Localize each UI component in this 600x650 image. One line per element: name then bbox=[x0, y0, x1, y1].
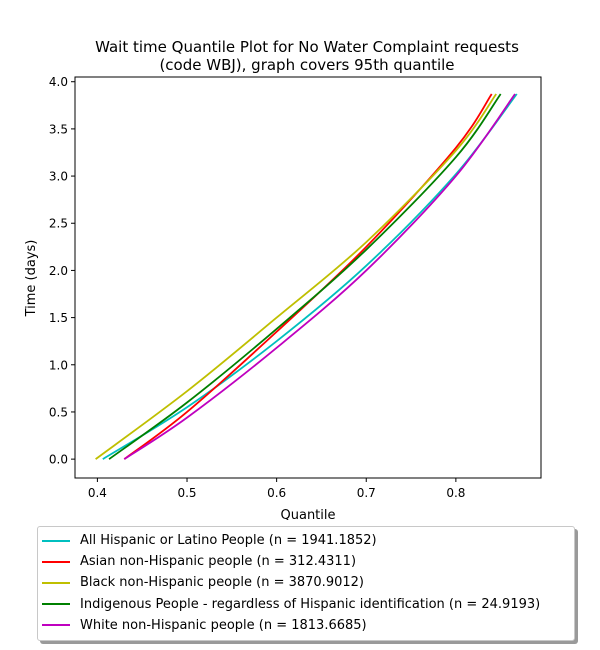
legend-swatch bbox=[42, 624, 70, 627]
series-line-2 bbox=[123, 93, 493, 460]
series-line-4 bbox=[108, 93, 502, 460]
series-line-3 bbox=[95, 93, 497, 460]
series-layer bbox=[95, 93, 518, 460]
chart-title-line-1: Wait time Quantile Plot for No Water Com… bbox=[95, 38, 519, 56]
y-tick-label: 2.0 bbox=[49, 264, 68, 278]
y-tick-label: 0.0 bbox=[49, 453, 68, 467]
y-tick-label: 1.0 bbox=[49, 358, 68, 372]
y-axis-label: Time (days) bbox=[24, 240, 39, 318]
legend-label: White non-Hispanic people (n = 1813.6685… bbox=[80, 617, 367, 633]
x-tick-label: 0.5 bbox=[177, 486, 196, 500]
x-axis-ticks: 0.4 0.5 0.6 0.7 0.8 bbox=[88, 478, 465, 500]
series-line-5 bbox=[123, 93, 516, 460]
chart-title-line-2: (code WBJ), graph covers 95th quantile bbox=[159, 56, 454, 74]
legend-item: White non-Hispanic people (n = 1813.6685… bbox=[38, 615, 574, 636]
x-tick-label: 0.8 bbox=[446, 486, 465, 500]
x-tick-label: 0.4 bbox=[88, 486, 107, 500]
legend-label: Asian non-Hispanic people (n = 312.4311) bbox=[80, 554, 357, 570]
legend-swatch bbox=[42, 603, 70, 606]
x-tick-label: 0.6 bbox=[267, 486, 286, 500]
legend-label: Indigenous People - regardless of Hispan… bbox=[80, 596, 541, 612]
legend-item: Indigenous People - regardless of Hispan… bbox=[38, 594, 574, 615]
y-tick-label: 2.5 bbox=[49, 217, 68, 231]
legend-item: Asian non-Hispanic people (n = 312.4311) bbox=[38, 551, 574, 572]
y-tick-label: 4.0 bbox=[49, 75, 68, 89]
y-tick-label: 3.5 bbox=[49, 122, 68, 136]
plot-frame bbox=[74, 76, 542, 479]
y-tick-label: 0.5 bbox=[49, 405, 68, 419]
y-tick-label: 3.0 bbox=[49, 170, 68, 184]
legend-swatch bbox=[42, 560, 70, 563]
legend-label: All Hispanic or Latino People (n = 1941.… bbox=[80, 533, 377, 549]
y-tick-label: 1.5 bbox=[49, 311, 68, 325]
legend-swatch bbox=[42, 539, 70, 542]
legend-item: All Hispanic or Latino People (n = 1941.… bbox=[38, 530, 574, 551]
legend-swatch bbox=[42, 581, 70, 584]
y-axis-ticks: 0.0 0.5 1.0 1.5 2.0 2.5 3.0 3.5 4.0 bbox=[49, 75, 75, 467]
legend-item: Black non-Hispanic people (n = 3870.9012… bbox=[38, 572, 574, 593]
chart-legend: All Hispanic or Latino People (n = 1941.… bbox=[37, 526, 575, 641]
quantile-chart: Wait time Quantile Plot for No Water Com… bbox=[24, 38, 542, 520]
x-tick-label: 0.7 bbox=[357, 486, 376, 500]
legend-label: Black non-Hispanic people (n = 3870.9012… bbox=[80, 575, 364, 591]
x-axis-label: Quantile bbox=[281, 508, 336, 520]
